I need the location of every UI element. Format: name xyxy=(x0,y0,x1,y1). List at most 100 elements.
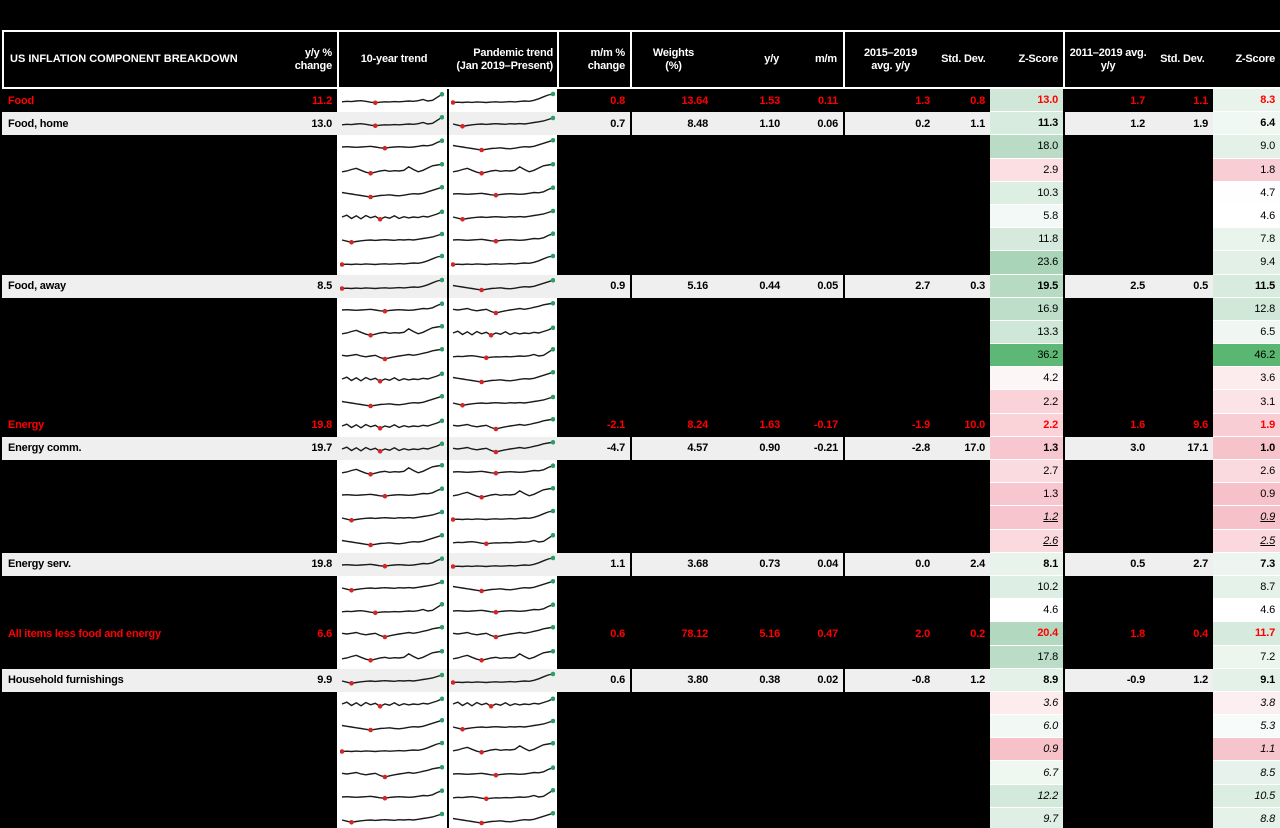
latest-point-marker xyxy=(439,648,444,654)
yy-cell xyxy=(713,715,785,739)
table-row: 2.6 2.5 xyxy=(2,529,1280,553)
avg-2015-2019-cell xyxy=(843,460,935,484)
mm-change-cell xyxy=(557,320,630,345)
zscore-2011-cell: 12.8 xyxy=(1213,297,1280,321)
latest-point-marker xyxy=(550,115,555,121)
sparkline-chart xyxy=(452,277,555,292)
low-point-marker xyxy=(377,448,383,454)
component-label-cell xyxy=(2,367,337,391)
avg-2011-2019-cell: 0.5 xyxy=(1063,552,1150,576)
mm-cell: -0.17 xyxy=(785,413,843,437)
sparkline-10yr xyxy=(337,738,447,762)
low-point-marker xyxy=(493,239,499,244)
low-point-marker xyxy=(479,170,484,176)
table-row: 6.0 5.3 xyxy=(2,715,1280,739)
sparkline-10yr xyxy=(337,761,447,785)
latest-point-marker xyxy=(550,625,555,631)
std-dev-1-cell xyxy=(935,575,990,600)
yy-cell: 5.16 xyxy=(713,622,785,646)
latest-point-marker xyxy=(439,556,444,561)
sparkline-10yr xyxy=(337,668,447,692)
table-row: 5.8 4.6 xyxy=(2,204,1280,229)
low-point-marker xyxy=(368,332,373,338)
component-label-cell xyxy=(2,506,337,530)
sparkline-10yr xyxy=(337,552,447,576)
std-dev-1-cell xyxy=(935,297,990,321)
sparkline-chart xyxy=(452,602,555,615)
std-dev-2-cell xyxy=(1150,483,1213,507)
zscore-2015-cell: 4.6 xyxy=(990,599,1063,623)
mm-cell xyxy=(785,483,843,507)
weights-cell xyxy=(630,204,713,229)
sparkline-chart xyxy=(341,486,444,499)
latest-point-marker xyxy=(550,648,555,654)
latest-point-marker xyxy=(439,347,444,352)
weights-cell xyxy=(630,460,713,484)
header-2015-2019-group: 2015–2019 avg. y/y Std. Dev. Z-Score xyxy=(843,32,1063,87)
sparkline-10yr xyxy=(337,89,447,113)
sparkline-chart xyxy=(341,393,444,408)
mm-change-cell xyxy=(557,761,630,785)
mm-cell xyxy=(785,367,843,391)
latest-point-marker xyxy=(550,486,555,491)
std-dev-1-cell xyxy=(935,181,990,205)
zscore-2015-cell: 2.7 xyxy=(990,460,1063,484)
mm-change-cell xyxy=(557,251,630,275)
zscore-2011-cell: 4.7 xyxy=(1213,181,1280,205)
zscore-2011-cell: 5.3 xyxy=(1213,715,1280,739)
yy-cell xyxy=(713,204,785,229)
sparkline-chart xyxy=(452,300,555,316)
mm-cell xyxy=(785,390,843,414)
low-point-marker xyxy=(484,796,489,801)
latest-point-marker xyxy=(439,138,444,144)
zscore-2015-cell: 19.5 xyxy=(990,274,1063,298)
table-row: 18.0 9.0 xyxy=(2,135,1280,159)
latest-point-marker xyxy=(550,347,555,352)
low-point-marker xyxy=(368,542,373,547)
sparkline-10yr xyxy=(337,715,447,739)
latest-point-marker xyxy=(550,810,555,816)
component-label-cell xyxy=(2,483,337,507)
sparkline-chart xyxy=(451,254,555,268)
weights-cell xyxy=(630,228,713,252)
std-dev-2-cell: 0.4 xyxy=(1150,622,1213,646)
sparkline-chart xyxy=(452,208,555,222)
table-header: US INFLATION COMPONENT BREAKDOWN y/y % c… xyxy=(2,30,1280,89)
sparkline-pandemic xyxy=(447,575,557,600)
component-label-cell xyxy=(2,297,337,321)
avg-2011-2019-cell xyxy=(1063,738,1150,762)
low-point-marker xyxy=(340,749,345,755)
zscore-2011-cell: 9.4 xyxy=(1213,251,1280,275)
sparkline-chart xyxy=(452,138,555,153)
latest-point-marker xyxy=(550,161,555,167)
low-point-marker xyxy=(382,563,388,569)
latest-point-marker xyxy=(550,787,555,793)
zscore-2015-cell: 16.9 xyxy=(990,297,1063,321)
low-point-marker xyxy=(479,495,484,500)
sparkline-pandemic xyxy=(447,204,557,229)
low-point-marker xyxy=(484,541,489,546)
avg-2015-2019-cell xyxy=(843,599,935,623)
std-dev-2-cell xyxy=(1150,204,1213,229)
avg-2015-2019-cell xyxy=(843,691,935,716)
zscore-2011-cell: 1.9 xyxy=(1213,413,1280,437)
sparkline-chart xyxy=(341,532,444,547)
latest-point-marker xyxy=(550,718,555,724)
std-dev-1-cell: 10.0 xyxy=(935,413,990,437)
low-point-marker xyxy=(349,819,354,825)
std-dev-1-cell xyxy=(935,344,990,368)
sparkline-pandemic xyxy=(447,228,557,252)
latest-point-marker xyxy=(439,718,444,723)
sparkline-pandemic xyxy=(447,413,557,437)
std-dev-2-cell xyxy=(1150,784,1213,808)
zscore-2011-cell: 7.2 xyxy=(1213,645,1280,669)
zscore-2011-cell: 4.6 xyxy=(1213,599,1280,623)
component-label-cell xyxy=(2,807,337,828)
mm-change-cell xyxy=(557,367,630,391)
mm-change-cell: -4.7 xyxy=(557,436,630,460)
mm-cell xyxy=(785,460,843,484)
component-label-cell: Food, away 8.5 xyxy=(2,274,337,298)
zscore-2015-cell: 6.7 xyxy=(990,761,1063,785)
sparkline-pandemic xyxy=(447,181,557,205)
avg-2015-2019-cell: 1.3 xyxy=(843,89,935,113)
